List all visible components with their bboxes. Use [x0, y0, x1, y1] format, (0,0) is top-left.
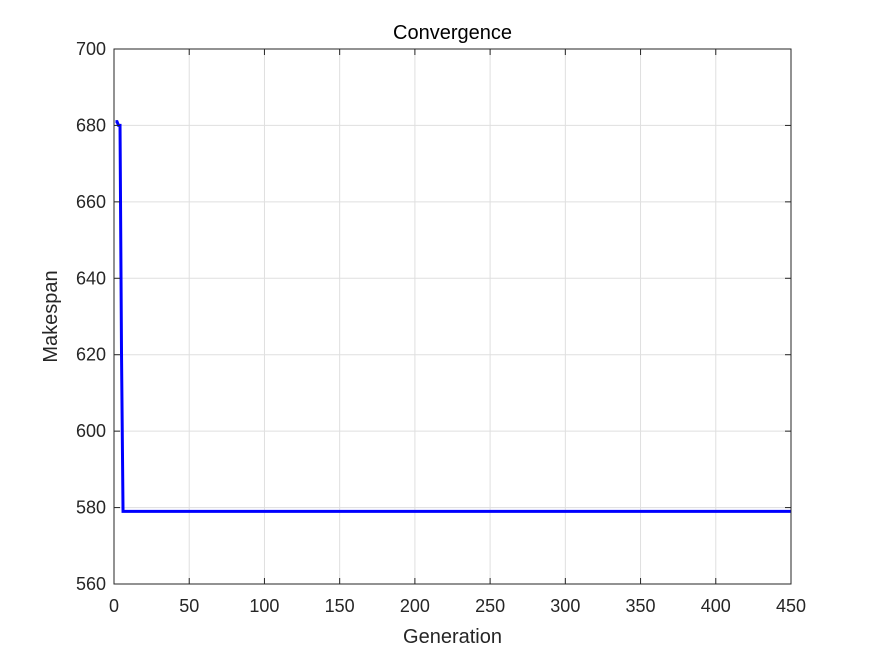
y-tick-label: 560: [76, 574, 106, 594]
y-tick-label: 620: [76, 345, 106, 365]
x-tick-label: 300: [550, 596, 580, 616]
x-tick-label: 50: [179, 596, 199, 616]
chart-title: Convergence: [393, 22, 512, 44]
plot-background: [114, 49, 791, 584]
series-line: [115, 120, 791, 513]
y-axis-label: Makespan: [40, 270, 62, 362]
y-tick-label: 680: [76, 115, 106, 135]
x-tick-label: 100: [249, 596, 279, 616]
x-axis-label: Generation: [403, 626, 502, 648]
x-tick-label: 250: [475, 596, 505, 616]
y-tick-label: 700: [76, 39, 106, 59]
series-layer: [115, 120, 791, 513]
y-tick-label: 600: [76, 421, 106, 441]
x-tick-label: 450: [776, 596, 806, 616]
x-tick-label: 400: [701, 596, 731, 616]
y-tick-label: 660: [76, 192, 106, 212]
x-tick-label: 150: [325, 596, 355, 616]
x-tick-label: 200: [400, 596, 430, 616]
ticks: 0 50 100 150 200 250 300 350 400 450 560 580 600 620 6…: [76, 39, 806, 616]
x-tick-label: 0: [109, 596, 119, 616]
y-tick-label: 640: [76, 268, 106, 288]
x-tick-label: 350: [626, 596, 656, 616]
y-tick-label: 580: [76, 498, 106, 518]
plot-frame: [113, 48, 792, 585]
